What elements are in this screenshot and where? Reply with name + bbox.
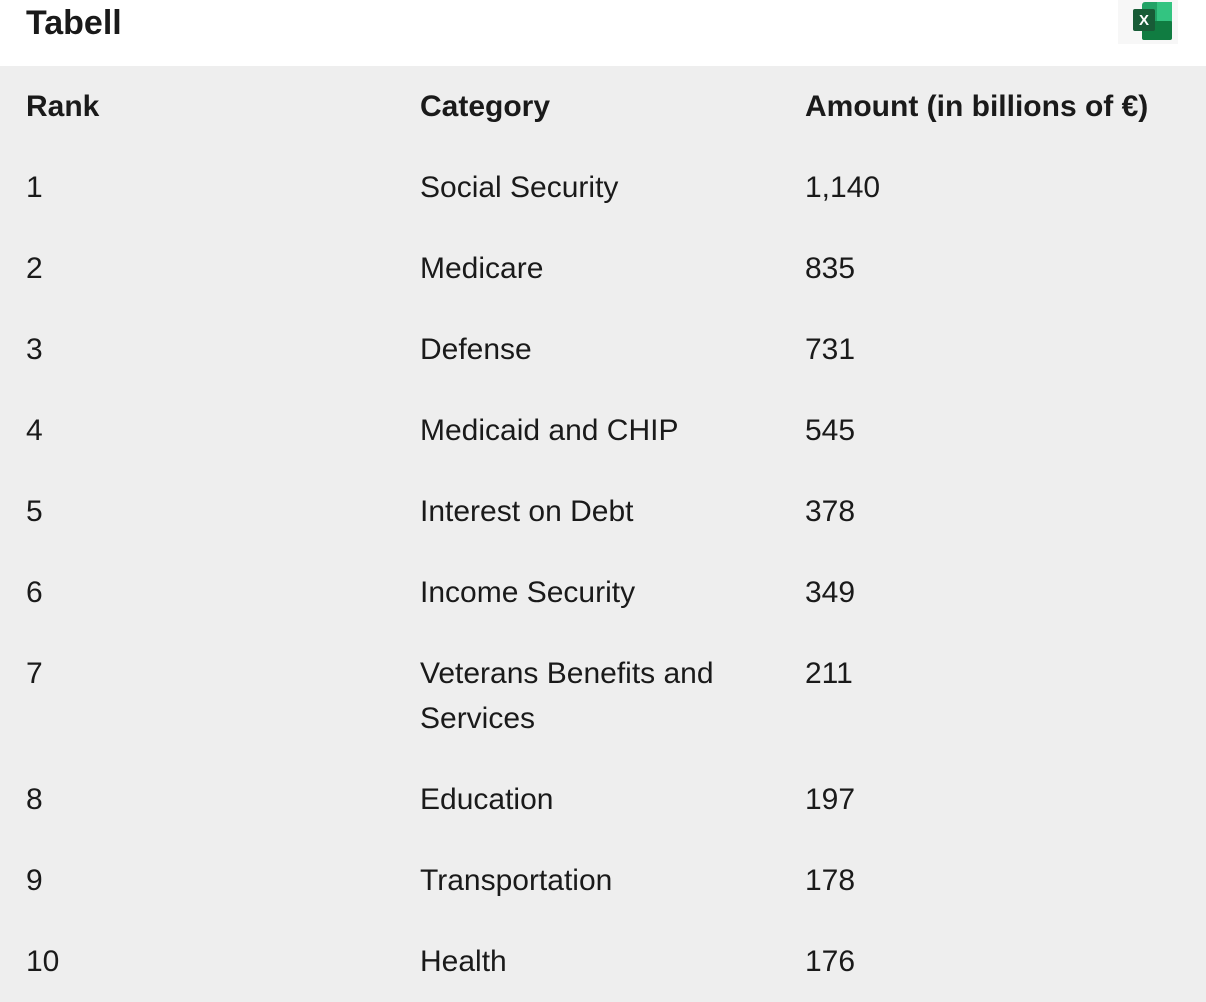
table-cell: Transportation bbox=[420, 864, 613, 897]
table-cell: 9 bbox=[26, 864, 43, 897]
table-row: 1 Social Security 1,140 bbox=[0, 147, 1206, 228]
table-row: 9 Transportation 178 bbox=[0, 840, 1206, 921]
header-row: Rank Category Amount (in billions of €) bbox=[0, 66, 1206, 147]
table-cell: Health bbox=[420, 945, 507, 978]
table-cell: 211 bbox=[805, 657, 853, 690]
table-cell: 1,140 bbox=[805, 171, 881, 204]
table-row: 2 Medicare 835 bbox=[0, 228, 1206, 309]
table-cell: Interest on Debt bbox=[420, 495, 634, 528]
table-cell: 4 bbox=[26, 414, 43, 447]
data-table: Rank Category Amount (in billions of €) 1 S… bbox=[0, 66, 1206, 1002]
column-header: Rank bbox=[26, 90, 100, 123]
header: Tabell X bbox=[0, 0, 1206, 66]
table-cell: Income Security bbox=[420, 576, 636, 609]
table-cell: 835 bbox=[805, 252, 856, 285]
table-cell: Defense bbox=[420, 333, 532, 366]
table-cell: 349 bbox=[805, 576, 856, 609]
table-cell: 178 bbox=[805, 864, 856, 897]
table-cell: 731 bbox=[805, 333, 856, 366]
table-row: 4 Medicaid and CHIP 545 bbox=[0, 390, 1206, 471]
table-cell: 2 bbox=[26, 252, 43, 285]
table-cell: Education bbox=[420, 783, 554, 816]
column-header: Amount (in billions of €) bbox=[805, 90, 1149, 123]
table-row: 6 Income Security 349 bbox=[0, 552, 1206, 633]
svg-text:X: X bbox=[1139, 12, 1149, 29]
table-cell: 3 bbox=[26, 333, 43, 366]
table-cell: Veterans Benefits and Services bbox=[420, 657, 714, 735]
table-cell: Social Security bbox=[420, 171, 619, 204]
table-cell: Medicare bbox=[420, 252, 544, 285]
column-header: Category bbox=[420, 90, 551, 123]
table-body: 1 Social Security 1,140 2 Medicare 835 3 Defens… bbox=[0, 147, 1206, 1002]
table-row: 8 Education 197 bbox=[0, 759, 1206, 840]
table-cell: Medicaid and CHIP bbox=[420, 414, 679, 447]
table-cell: 5 bbox=[26, 495, 43, 528]
table-cell: 545 bbox=[805, 414, 856, 447]
table-row: 5 Interest on Debt 378 bbox=[0, 471, 1206, 552]
table-row: 10 Health 176 bbox=[0, 921, 1206, 1002]
table-cell: 1 bbox=[26, 171, 43, 204]
title: Tabell bbox=[26, 4, 122, 42]
table-cell: 10 bbox=[26, 945, 60, 978]
table-cell: 7 bbox=[26, 657, 43, 690]
table-cell: 176 bbox=[805, 945, 856, 978]
table-cell: 378 bbox=[805, 495, 856, 528]
table-cell: 6 bbox=[26, 576, 43, 609]
table-cell: 197 bbox=[805, 783, 856, 816]
table-cell: 8 bbox=[26, 783, 43, 816]
table-row: 7 Veterans Benefits and Services 211 bbox=[0, 633, 1206, 759]
excel-icon[interactable]: X bbox=[1118, 0, 1178, 44]
table-row: 3 Defense 731 bbox=[0, 309, 1206, 390]
